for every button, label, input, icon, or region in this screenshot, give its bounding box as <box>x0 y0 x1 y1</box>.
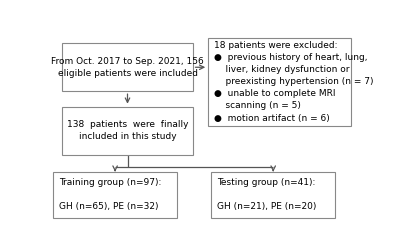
Text: Training group (n=97):

GH (n=65), PE (n=32): Training group (n=97): GH (n=65), PE (n=… <box>59 178 162 211</box>
FancyBboxPatch shape <box>211 172 335 218</box>
Text: From Oct. 2017 to Sep. 2021, 156
eligible patients were included: From Oct. 2017 to Sep. 2021, 156 eligibl… <box>51 57 204 78</box>
Text: Testing group (n=41):

GH (n=21), PE (n=20): Testing group (n=41): GH (n=21), PE (n=2… <box>218 178 317 211</box>
FancyBboxPatch shape <box>62 107 193 154</box>
FancyBboxPatch shape <box>208 38 351 126</box>
Text: 138  patients  were  finally
included in this study: 138 patients were finally included in th… <box>67 120 188 141</box>
FancyBboxPatch shape <box>62 43 193 91</box>
FancyBboxPatch shape <box>53 172 177 218</box>
Text: 18 patients were excluded:
●  previous history of heart, lung,
    liver, kidney: 18 patients were excluded: ● previous hi… <box>214 41 374 123</box>
